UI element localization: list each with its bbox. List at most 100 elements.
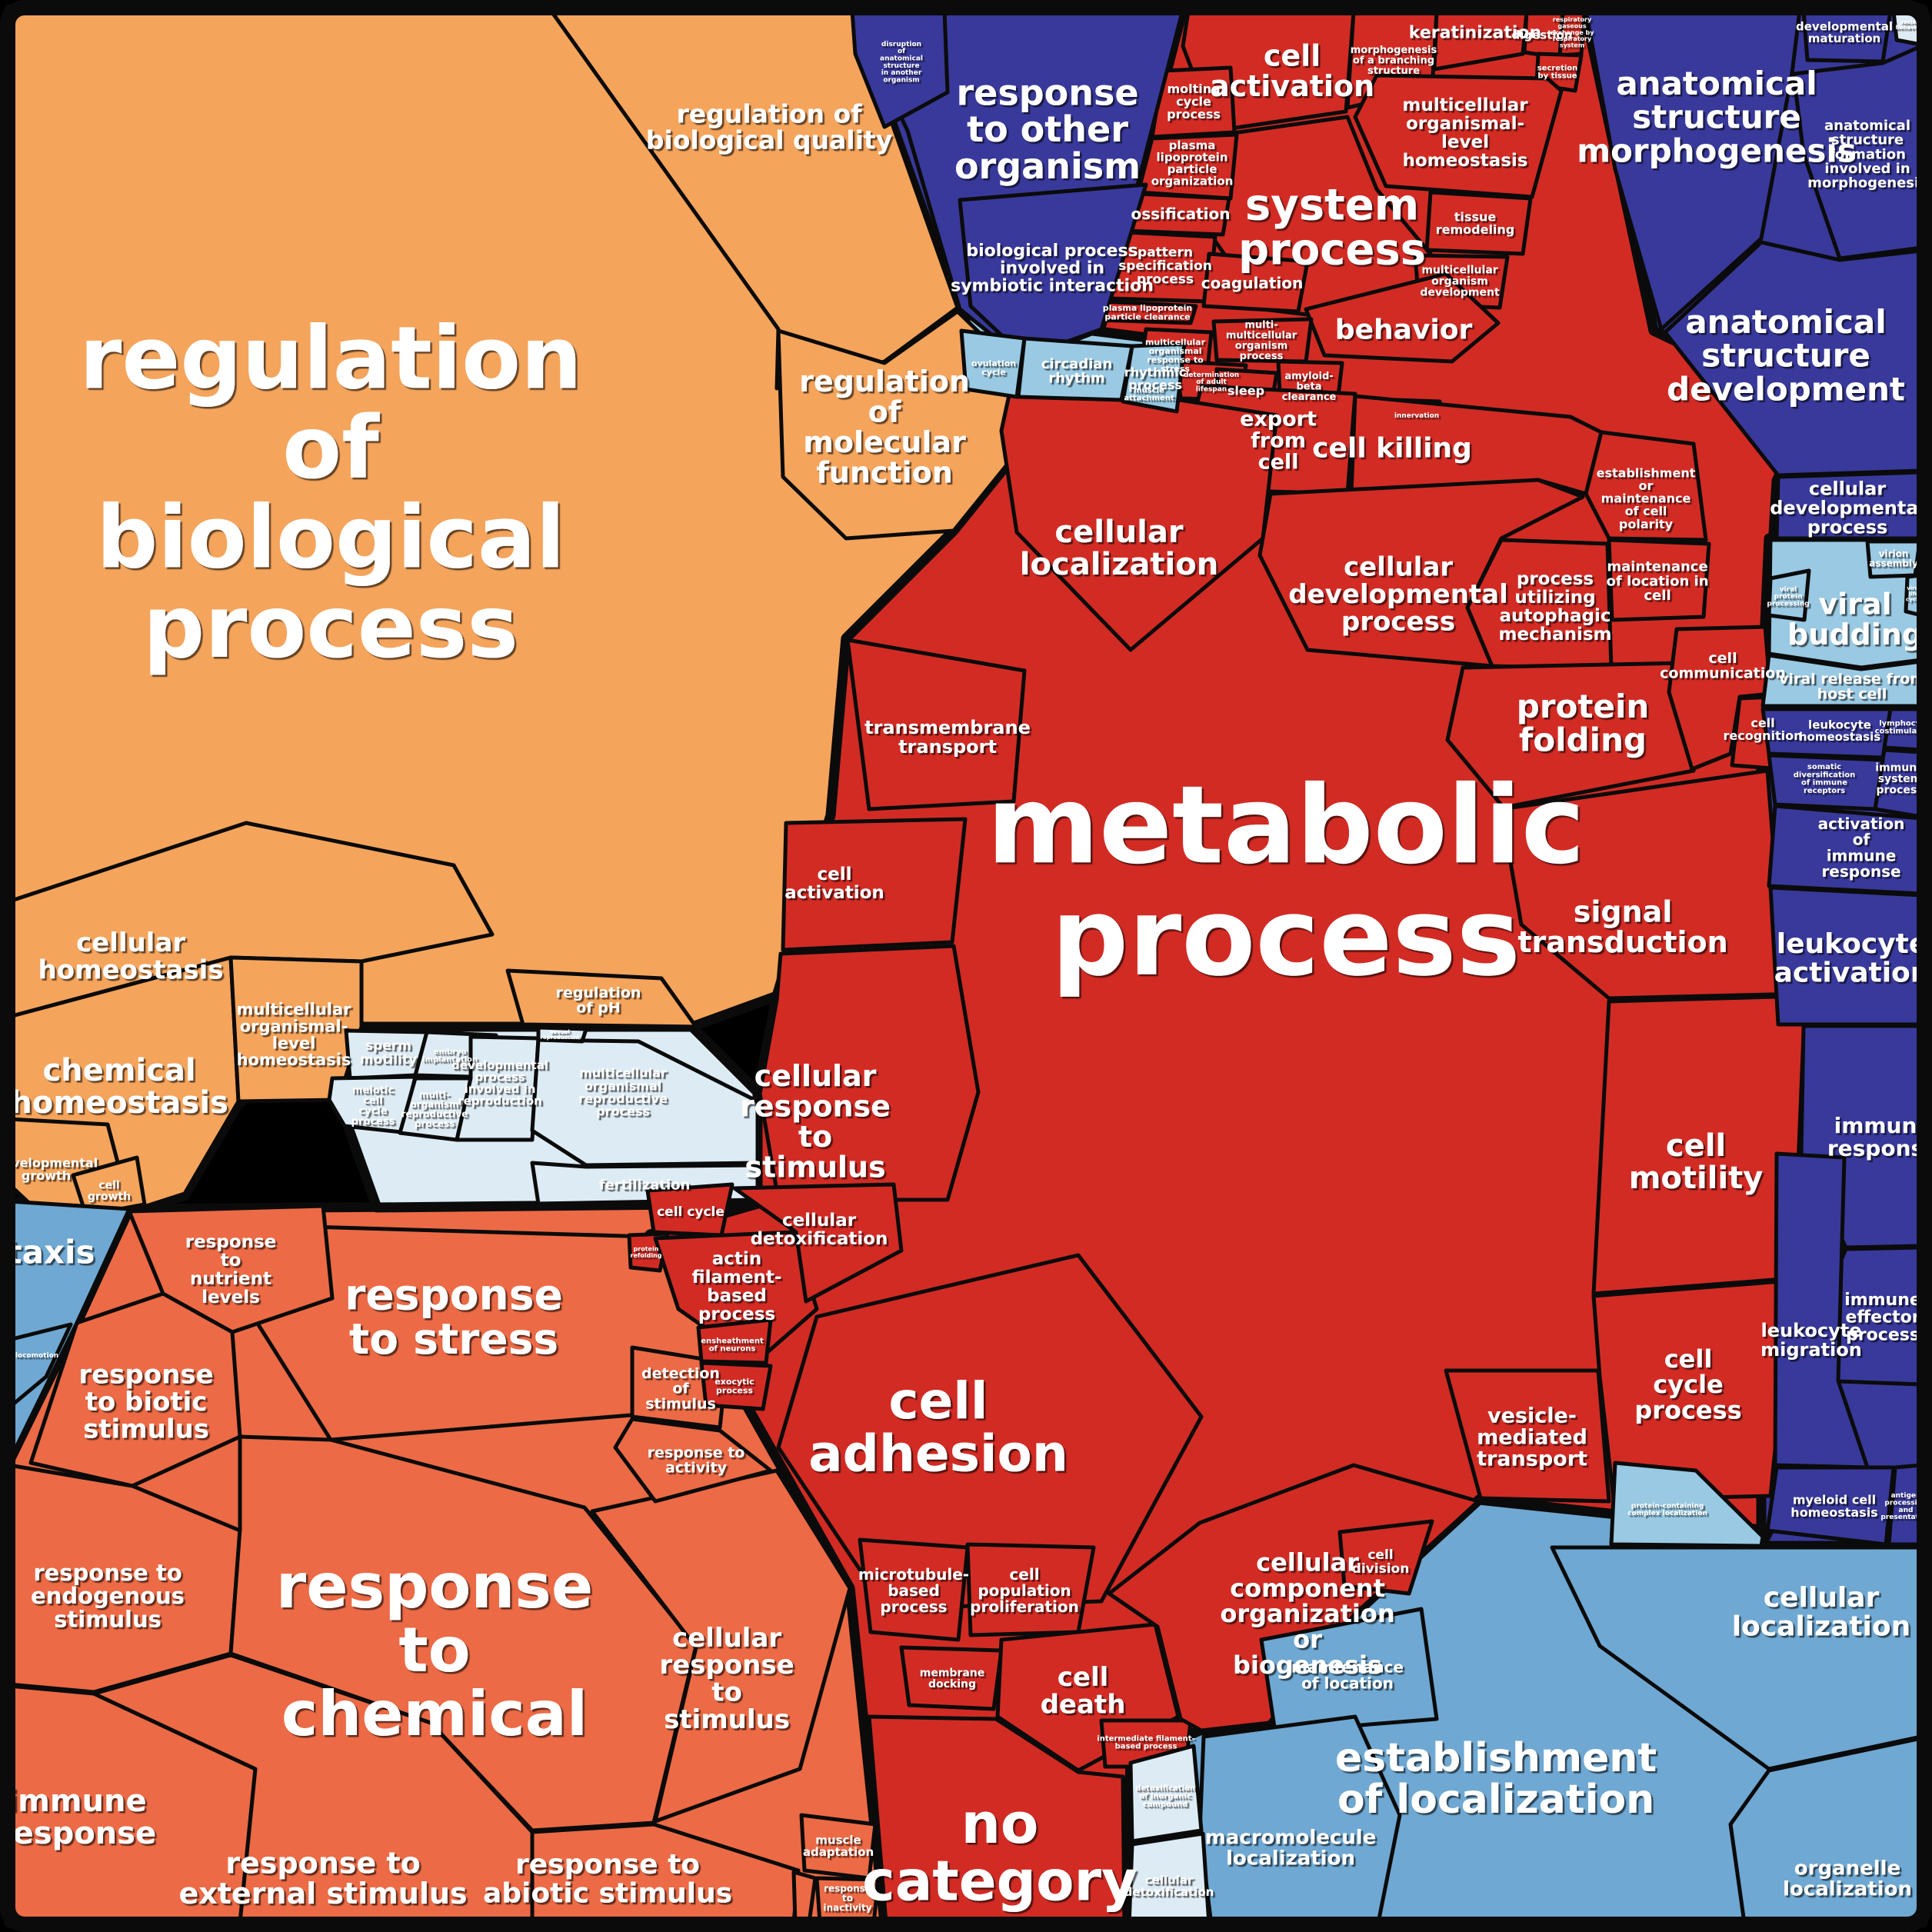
leukocyte-migration[interactable] [1773, 1151, 1870, 1470]
somatic-diversification-of-immune-receptors[interactable] [1767, 753, 1885, 811]
muscle-attachment-label: muscle attachment [1124, 386, 1174, 402]
behavior-label: behavior [1335, 315, 1473, 346]
immune-system-process-label: immune system process [1875, 761, 1924, 796]
multicellular-organismal-reproductive-process[interactable] [530, 1038, 760, 1168]
behavior[interactable] [1304, 271, 1501, 364]
process-utilizing-autophagic-mechanism-label: process utilizing autophagic mechanism [1498, 569, 1611, 645]
detoxification-of-inorganic-compound[interactable] [1128, 1744, 1204, 1844]
regulation-of-ph[interactable] [505, 968, 698, 1029]
response-to-activity[interactable] [613, 1417, 773, 1504]
fertilization-label: fertilization [599, 1177, 691, 1193]
ensheathment-of-neurons[interactable] [696, 1317, 773, 1365]
response-to-nutrient-levels[interactable] [127, 1204, 335, 1334]
metabolic-process-label: metabolic process [987, 763, 1585, 1001]
macromolecule-localization-label: macromolecule localization [1205, 1827, 1377, 1870]
cellular-component-organization-or-biogenesis-label: cellular component organization or biogenesi… [1220, 1548, 1394, 1680]
myeloid-cell-homeostasis-label: myeloid cell homeostasis [1790, 1492, 1877, 1520]
molting-cycle-process-label: molting cycle process [1167, 82, 1221, 122]
digestion-label: digestion [1511, 28, 1572, 42]
cellular-localization-red-label: cellular localization [1020, 515, 1218, 582]
protein-folding[interactable] [1445, 661, 1696, 810]
cell-activation-middle[interactable] [781, 817, 968, 952]
protein-refolding-label: protein refolding [631, 1246, 662, 1259]
cellular-response-to-stimulus-bottom[interactable] [590, 1468, 852, 1824]
keratinization-label: keratinization [1409, 24, 1541, 43]
viral-protein-processing[interactable] [1767, 568, 1811, 622]
determination-of-adult-lifespan-label: determination of adult lifespan [1184, 371, 1239, 394]
lymphocyte-costimulation-label: lymphocyte costimulation [1875, 719, 1932, 735]
cellular-localization-red[interactable] [999, 371, 1279, 652]
developmental-maturation-label: developmental maturation [1796, 19, 1893, 45]
cellular-detoxification-red[interactable] [732, 1182, 904, 1304]
cell-growth[interactable] [71, 1155, 147, 1217]
cellular-detoxification-red-label: cellular detoxification [751, 1211, 888, 1249]
leukocyte-activation-label: leukocyte activation [1774, 928, 1930, 988]
cell-killing-label: cell killing [1312, 433, 1472, 465]
antigen-processing-and-presentation-label: antigen processing and presentation [1880, 1492, 1930, 1521]
vesicle-mediated-transport[interactable] [1444, 1368, 1611, 1504]
sexual-reproduction[interactable] [536, 1025, 588, 1044]
coagulation[interactable] [1201, 251, 1310, 314]
cell-recognition-label: cell recognition [1723, 715, 1802, 743]
membrane-docking[interactable] [899, 1645, 1004, 1711]
cellular-response-to-stimulus-red-label: cellular response to stimulus [740, 1059, 891, 1184]
social-behavior-label: social behavior [1896, 19, 1923, 31]
organelle-localization-label: organelle localization [1783, 1857, 1912, 1901]
biological-process-involved-in-symbiotic-interaction-label: biological process involved in symbiotic i… [951, 242, 1154, 296]
anatomical-structure-development-label: anatomical structure development [1667, 303, 1905, 408]
membrane-docking-label: membrane docking [920, 1667, 985, 1691]
establishment-or-maintenance-of-cell-polarity[interactable] [1584, 430, 1708, 542]
ovulation-cycle-label: ovulation cycle [971, 358, 1016, 377]
activation-of-immune-response-label: activation of immune response [1818, 814, 1905, 881]
detoxification-of-inorganic-compound-label: detoxification of inorganic compound [1135, 1784, 1195, 1809]
multi-multicellular-organism-process-label: multi-multicellular organism process [1226, 319, 1297, 362]
cell-division-label: cell division [1352, 1547, 1410, 1577]
developmental-process-involved-in-reproduction[interactable] [455, 1034, 541, 1142]
viral-protein-processing-label: viral protein processing [1767, 586, 1809, 608]
developmental-process-involved-in-reproduction-label: developmental process involved in reproduct… [451, 1058, 548, 1108]
protein-containing-complex-localization-label: protein-containing complex localization [1627, 1502, 1707, 1517]
multi-organism-reproductive-process-label: multi-organism reproductive process [401, 1089, 468, 1128]
multicellular-organism-development-label: multicellular organism development [1420, 264, 1500, 298]
anatomical-structure-formation-involved-in-morphogenesis-label: anatomical structure formation involved in m… [1807, 118, 1927, 192]
cell-cycle-label: cell cycle [657, 1204, 724, 1220]
meiotic-cell-cycle-process[interactable] [327, 1074, 418, 1134]
response-to-chemical-label: response to chemical [276, 1551, 593, 1750]
amyloid-beta-clearance-label: amyloid-beta clearance [1282, 371, 1337, 403]
secretion-by-tissue-label: secretion by tissue [1537, 64, 1578, 80]
immune-response-right-label: immune response [1827, 1113, 1932, 1161]
protein-containing-complex-localization[interactable] [1609, 1461, 1765, 1548]
transmembrane-transport[interactable] [845, 638, 1027, 811]
tissue-remodeling[interactable] [1424, 190, 1533, 256]
immune-effector-process-label: immune effector process [1844, 1291, 1921, 1345]
cell-adhesion[interactable] [776, 1253, 1204, 1611]
tissue-remodeling-label: tissue remodeling [1436, 209, 1515, 237]
cell-population-proliferation-label: cell population proliferation [970, 1565, 1079, 1616]
sexual-reproduction-label: sexual reproduction [540, 1029, 579, 1041]
microtubule-based-process[interactable] [858, 1537, 970, 1642]
response-to-abiotic-stimulus-label: response to abiotic stimulus [483, 1849, 732, 1909]
embryo-implantation-label: embryo implantation [422, 1048, 478, 1064]
chemical-homeostasis-label: chemical homeostasis [10, 1053, 228, 1121]
transmembrane-transport-label: transmembrane transport [864, 717, 1031, 758]
response-small-cell[interactable] [791, 1870, 818, 1925]
exocytic-process[interactable] [699, 1361, 773, 1411]
maintenance-of-location[interactable] [1259, 1607, 1439, 1734]
multicellular-organismal-level-homeostasis-red[interactable] [1353, 73, 1564, 199]
regulation-of-biological-quality-label: regulation of biological quality [646, 98, 892, 155]
cell-division[interactable] [1337, 1519, 1434, 1596]
maintenance-of-location-in-cell[interactable] [1607, 538, 1711, 622]
rhythmic-process[interactable] [1121, 341, 1187, 414]
response-to-endogenous-stimulus-label: response to endogenous stimulus [31, 1560, 185, 1632]
respiratory-gaseous-exchange-label: respiratory gaseous exchange by respiratory… [1551, 16, 1595, 48]
viral-release-from-host-cell-label: viral release from host cell [1779, 671, 1925, 703]
response-to-nutrient-levels-label: response to nutrient levels [185, 1232, 277, 1307]
cellular-developmental-process-blue-label: cellular developmental process [1770, 478, 1925, 538]
actin-filament-based-process[interactable] [653, 1230, 819, 1365]
myeloid-cell-homeostasis[interactable] [1765, 1465, 1896, 1547]
category-labels: regulation of biological process regulation … [0, 16, 1932, 1914]
innervation-label: innervation [1394, 412, 1439, 420]
cellular-developmental-process-red-label: cellular developmental process [1288, 552, 1508, 638]
